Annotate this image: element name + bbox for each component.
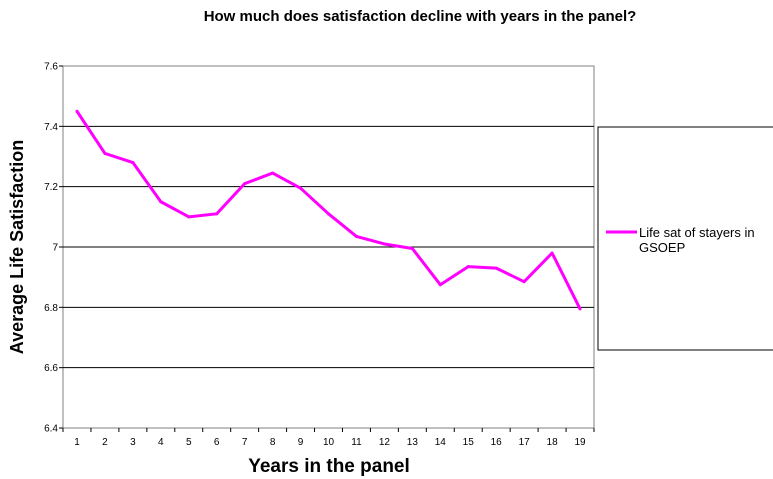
data-point [494,266,498,270]
x-tick-label: 6 [214,437,220,448]
data-point [578,307,582,311]
x-tick-label: 2 [102,437,108,448]
data-point [550,251,554,255]
x-tick-label: 11 [351,437,362,448]
legend: Life sat of stayers in GSOEP [597,126,773,351]
x-tick-label: 8 [270,437,276,448]
data-point [159,200,163,204]
legend-label-line-2: GSOEP [639,240,685,255]
y-tick-label: 6.6 [44,363,58,374]
y-tick-label: 7.2 [44,182,58,193]
data-point [438,283,442,287]
x-tick-label: 18 [547,437,559,448]
y-tick-label: 7.6 [44,62,58,73]
legend-label: Life sat of stayers in GSOEP [639,225,758,255]
data-point [103,151,107,155]
x-axis-ticks: 1 2 3 4 5 6 7 8 9 10 11 12 13 14 15 16 17 18 19 [62,428,595,448]
x-tick-label: 4 [158,437,164,448]
data-point [382,242,386,246]
x-tick-label: 1 [74,437,80,448]
x-tick-label: 14 [435,437,447,448]
x-tick-label: 9 [298,437,304,448]
y-tick-label: 6.4 [44,424,58,435]
data-point [466,265,470,269]
x-tick-label: 13 [407,437,419,448]
x-axis-label: Years in the panel [248,456,410,477]
data-point [75,109,79,113]
y-tick-label: 7.4 [44,122,58,133]
data-point [299,186,303,190]
x-tick-label: 19 [574,437,586,448]
data-point [243,182,247,186]
x-tick-label: 16 [491,437,503,448]
x-tick-label: 17 [519,437,531,448]
x-tick-label: 15 [463,437,475,448]
data-point [354,234,358,238]
data-point [410,247,414,251]
legend-box [597,126,773,351]
y-tick-label: 7 [52,243,58,254]
x-tick-label: 10 [323,437,335,448]
data-point [131,161,135,165]
data-point [522,280,526,284]
data-point [327,212,330,216]
x-tick-label: 5 [186,437,192,448]
x-tick-label: 3 [130,437,136,448]
data-point [215,212,219,216]
data-point [187,215,191,219]
x-tick-label: 12 [379,437,391,448]
legend-label-line-1: Life sat of stayers in [639,225,755,240]
y-axis-ticks: 6.4 6.6 6.8 7 7.2 7.4 7.6 [44,62,63,435]
x-tick-label: 7 [242,437,248,448]
data-point [271,171,275,175]
chart-title: How much does satisfaction decline with … [204,8,637,25]
y-tick-label: 6.8 [44,303,58,314]
y-axis-label: Average Life Satisfaction [7,140,27,354]
series-layer [75,109,582,311]
gridlines [63,125,594,369]
